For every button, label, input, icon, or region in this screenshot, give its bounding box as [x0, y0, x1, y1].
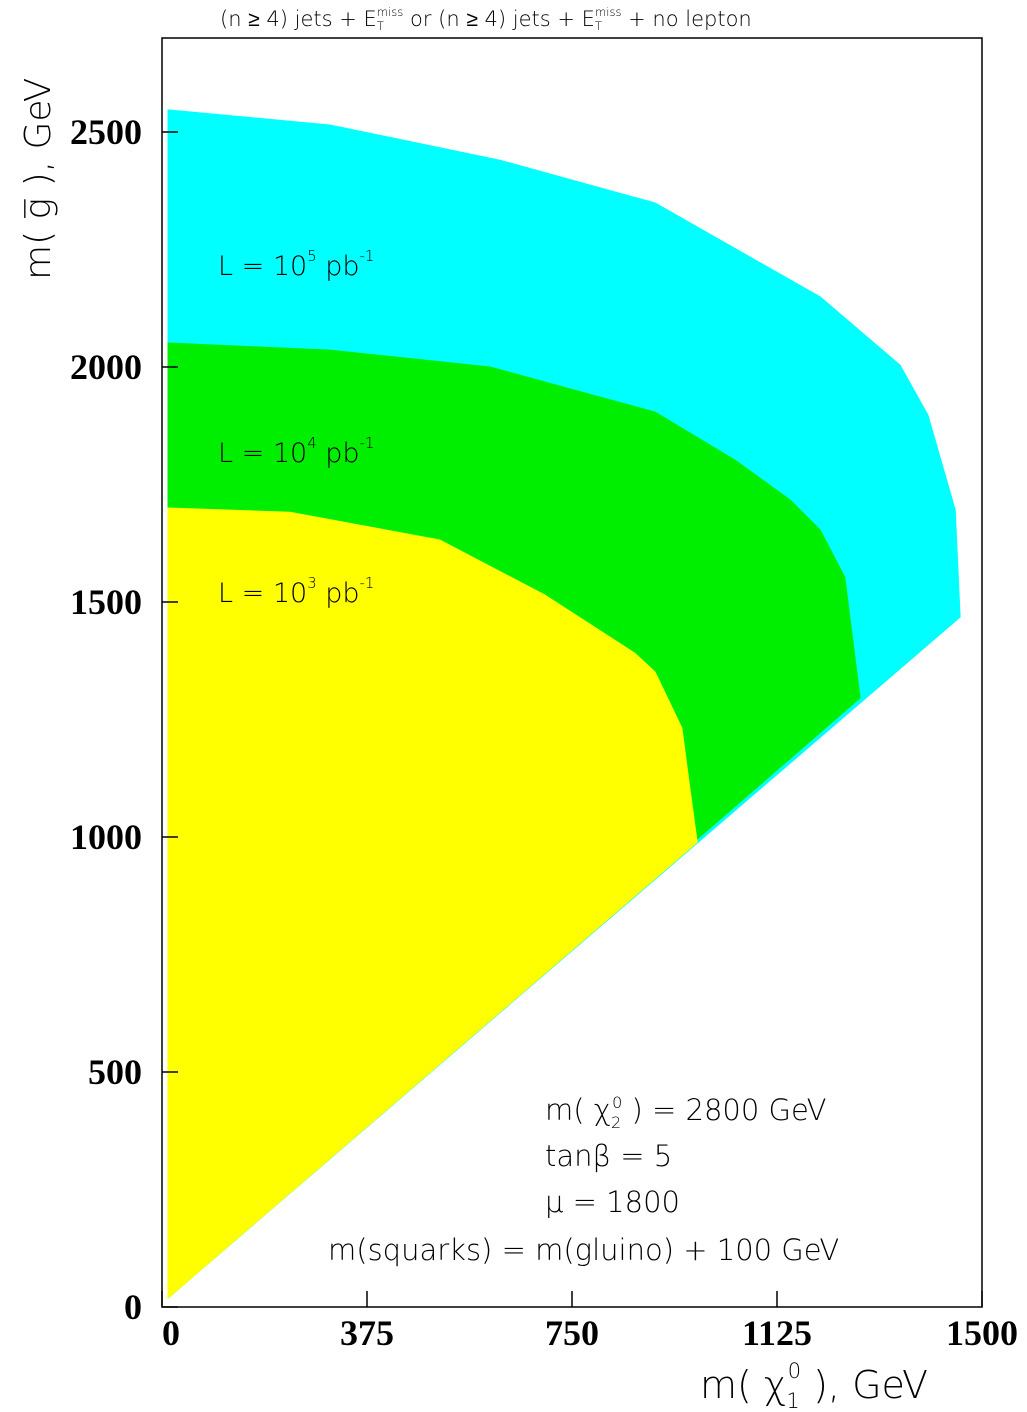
label-sup: 3	[307, 574, 316, 592]
y-tick-label: 0	[124, 1287, 142, 1327]
y-tick-label: 2000	[70, 347, 142, 387]
label-part: pb	[317, 578, 360, 609]
label-part: pb	[317, 438, 360, 469]
title-sup: miss	[377, 5, 404, 19]
annotation: tanβ = 5	[545, 1139, 672, 1173]
x-label-part: m( χ	[700, 1363, 786, 1407]
x-tick-label: 375	[340, 1313, 394, 1353]
x-tick-label: 750	[545, 1313, 599, 1353]
y-tick-label: 2500	[70, 112, 142, 152]
annotation-part: m( χ	[545, 1093, 611, 1127]
label-sup: -1	[360, 574, 375, 592]
x-label-sup: 0	[788, 1359, 801, 1383]
y-tick-label: 1500	[70, 582, 142, 622]
label-sup: 5	[307, 247, 316, 265]
x-tick-label: 1500	[946, 1313, 1018, 1353]
series-label: L = 104 pb-1	[218, 434, 374, 469]
label-part: L = 10	[218, 578, 307, 609]
x-axis-label: m( χ1 0 ), GeV	[700, 1359, 928, 1412]
y-tick-label: 1000	[70, 817, 142, 857]
label-sup: 4	[307, 434, 316, 452]
annotation: m( χ20 ) = 2800 GeV	[545, 1093, 826, 1132]
series-label: L = 105 pb-1	[218, 247, 374, 282]
y-tick-label: 500	[88, 1052, 142, 1092]
title-part: (n ≥ 4) jets + E	[220, 7, 377, 31]
x-label-sub: 1	[786, 1389, 799, 1412]
annotation-part: ) = 2800 GeV	[622, 1093, 826, 1127]
title-sub: T	[595, 19, 602, 33]
label-part: pb	[317, 251, 360, 282]
x-tick-label: 0	[162, 1313, 180, 1353]
x-tick-label: 1125	[742, 1313, 812, 1353]
areas	[167, 109, 961, 1300]
label-part: L = 10	[218, 251, 307, 282]
annotation-sup: 0	[612, 1093, 622, 1112]
title-sup: miss	[595, 5, 622, 19]
y-axis-label: m( g̅ ), GeV	[18, 78, 59, 280]
title-sub: T	[377, 19, 384, 33]
chart-title: (n ≥ 4) jets + ETmiss or (n ≥ 4) jets + …	[220, 5, 752, 33]
area-region	[167, 507, 698, 1300]
annotation: m(squarks) = m(gluino) + 100 GeV	[328, 1233, 839, 1267]
x-label-part: ), GeV	[801, 1363, 928, 1407]
label-part: L = 10	[218, 438, 307, 469]
title-part: or (n ≥ 4) jets + E	[403, 7, 595, 31]
series-label: L = 103 pb-1	[218, 574, 374, 609]
annotation: μ = 1800	[545, 1185, 680, 1219]
title-part: + no lepton	[621, 7, 751, 31]
label-sup: -1	[360, 434, 375, 452]
annotation-sub: 2	[611, 1113, 621, 1132]
label-sup: -1	[360, 247, 375, 265]
